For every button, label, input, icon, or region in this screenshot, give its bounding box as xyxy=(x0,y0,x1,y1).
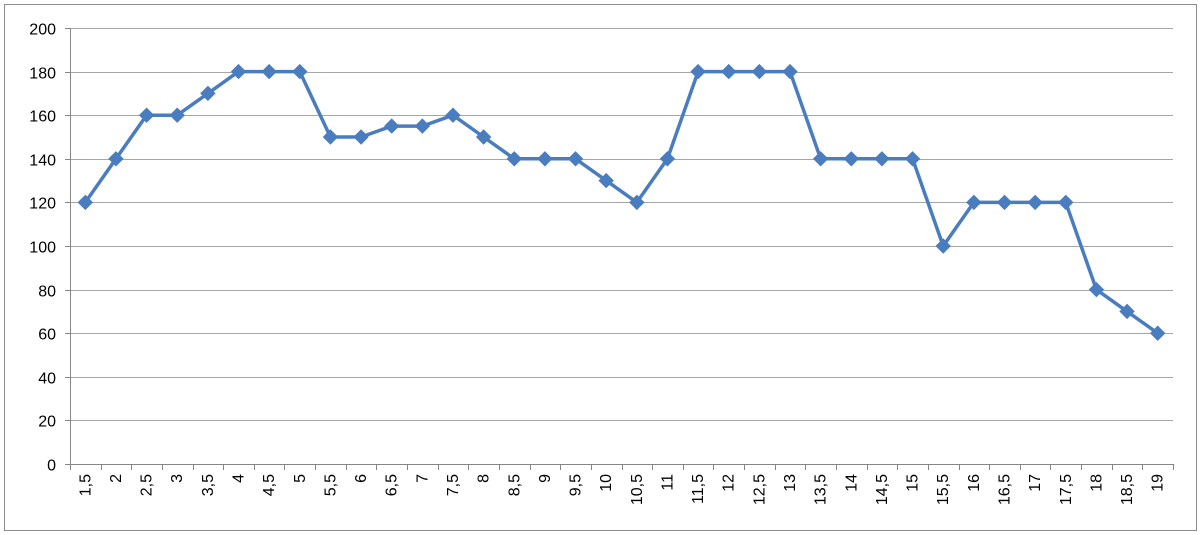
x-tick-label: 7 xyxy=(414,474,431,483)
data-point-marker xyxy=(1027,194,1043,211)
data-point-marker xyxy=(506,151,522,167)
y-tick-label: 120 xyxy=(29,196,56,213)
x-tick-label: 10,5 xyxy=(629,474,646,505)
data-point-marker xyxy=(1119,303,1135,320)
x-tick-label: 5,5 xyxy=(322,474,339,496)
data-point-marker xyxy=(935,238,951,254)
data-point-marker xyxy=(874,151,890,167)
y-tick-label: 100 xyxy=(29,240,56,257)
data-point-marker xyxy=(537,151,553,167)
x-tick-label: 2,5 xyxy=(139,474,156,496)
data-point-marker xyxy=(138,107,155,123)
data-point-marker xyxy=(904,151,921,167)
y-tick-label: 20 xyxy=(38,414,56,431)
y-tick-label: 0 xyxy=(47,458,56,475)
y-tick-label: 140 xyxy=(29,153,56,170)
y-tick-label: 160 xyxy=(29,109,56,126)
y-tick-label: 80 xyxy=(38,284,56,301)
x-tick-label: 3,5 xyxy=(200,474,217,496)
x-tick-label: 5 xyxy=(292,474,309,483)
y-tick-label: 200 xyxy=(29,22,56,39)
data-point-marker xyxy=(598,172,614,189)
data-point-marker xyxy=(384,118,400,134)
data-point-marker xyxy=(230,63,247,80)
data-point-marker xyxy=(77,194,94,211)
x-tick-label: 14 xyxy=(843,474,860,492)
x-tick-label: 16,5 xyxy=(996,474,1013,505)
x-tick-label: 19 xyxy=(1150,474,1167,492)
x-tick-label: 17,5 xyxy=(1058,474,1075,505)
chart-border xyxy=(4,4,1197,531)
x-tick-label: 11,5 xyxy=(690,474,707,504)
data-point-marker xyxy=(200,85,216,102)
y-tick-label: 40 xyxy=(38,371,56,388)
x-tick-label: 11 xyxy=(659,474,676,491)
axes xyxy=(65,28,1174,470)
data-point-marker xyxy=(996,194,1013,211)
data-point-marker xyxy=(322,129,339,145)
data-point-marker xyxy=(1149,325,1166,341)
x-tick-label: 15 xyxy=(905,474,922,492)
data-point-marker xyxy=(169,107,185,123)
x-tick-label: 14,5 xyxy=(874,474,891,505)
x-tick-label: 3 xyxy=(169,474,186,483)
y-axis-tick-labels: 0 20 40 60 80 100 120 140 160 180 200 xyxy=(29,22,56,475)
gridlines xyxy=(70,28,1173,421)
x-tick-label: 1,5 xyxy=(77,474,94,496)
data-point-marker xyxy=(690,63,706,80)
x-tick-label: 16 xyxy=(966,474,983,492)
x-tick-label: 12 xyxy=(721,474,738,492)
data-point-marker xyxy=(966,194,982,211)
x-tick-label: 6,5 xyxy=(384,474,401,496)
x-tick-label: 9 xyxy=(537,474,554,483)
x-tick-label: 8,5 xyxy=(506,474,523,496)
y-tick-label: 180 xyxy=(29,66,56,83)
data-point-marker xyxy=(751,63,768,80)
x-tick-label: 12,5 xyxy=(751,474,768,505)
x-tick-label: 9,5 xyxy=(568,474,585,496)
data-point-marker xyxy=(567,151,584,167)
data-point-marker xyxy=(1058,194,1074,211)
data-point-marker xyxy=(292,63,308,80)
x-tick-label: 17 xyxy=(1027,474,1044,492)
data-point-marker xyxy=(812,151,829,167)
data-point-marker xyxy=(445,107,461,123)
data-point-marker xyxy=(629,194,645,211)
data-point-marker xyxy=(261,63,277,80)
y-tick-label: 60 xyxy=(38,327,56,344)
x-tick-label: 4 xyxy=(231,474,248,483)
data-point-marker xyxy=(782,63,798,80)
x-tick-label: 10 xyxy=(598,474,615,492)
x-tick-label: 18 xyxy=(1088,474,1105,492)
data-point-markers xyxy=(77,63,1166,341)
data-point-marker xyxy=(353,129,369,145)
data-point-marker xyxy=(414,118,431,134)
data-point-marker xyxy=(721,63,737,80)
x-tick-label: 2 xyxy=(108,474,125,483)
data-point-marker xyxy=(475,129,492,145)
x-tick-label: 6 xyxy=(353,474,370,483)
data-point-marker xyxy=(843,151,859,167)
x-tick-label: 4,5 xyxy=(261,474,278,496)
data-point-marker xyxy=(108,151,124,167)
x-tick-label: 8 xyxy=(476,474,493,483)
x-tick-label: 18,5 xyxy=(1119,474,1136,505)
x-tick-label: 7,5 xyxy=(445,474,462,496)
data-point-marker xyxy=(659,151,676,167)
data-point-marker xyxy=(1088,281,1105,298)
x-axis-tick-labels: 1,5 2 2,5 3 3,5 4 4,5 5 5,5 6 6,5 7 7,5 8 8,5 9 9,5 10 10,… xyxy=(77,474,1166,505)
x-tick-label: 13 xyxy=(782,474,799,492)
x-tick-label: 13,5 xyxy=(813,474,830,505)
x-tick-label: 15,5 xyxy=(935,474,952,505)
